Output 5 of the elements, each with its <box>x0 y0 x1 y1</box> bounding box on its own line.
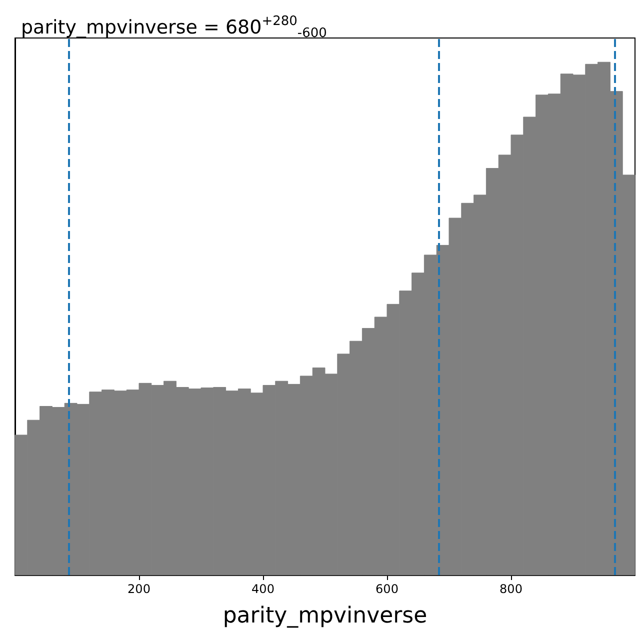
x-tick-label: 600 <box>376 582 398 596</box>
x-tick-label: 200 <box>128 582 150 596</box>
x-axis-title: parity_mpvinverse <box>222 604 428 628</box>
x-tick-label: 800 <box>500 582 522 596</box>
x-tick-label: 400 <box>252 582 274 596</box>
